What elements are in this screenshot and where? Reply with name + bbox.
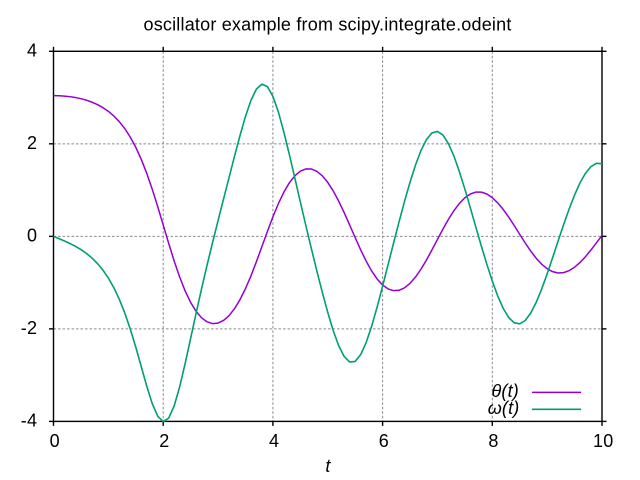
svg-text:-4: -4 [21,410,37,430]
svg-text:t: t [325,456,331,476]
svg-text:2: 2 [159,431,169,451]
svg-text:2: 2 [27,133,37,153]
svg-text:0: 0 [27,225,37,245]
svg-text:ω(t): ω(t) [488,398,520,418]
svg-text:8: 8 [488,431,498,451]
svg-text:oscillator example from scipy.: oscillator example from scipy.integrate.… [143,14,511,34]
svg-text:6: 6 [379,431,389,451]
svg-text:θ(t): θ(t) [491,381,519,401]
svg-text:4: 4 [27,40,37,60]
svg-text:10: 10 [593,431,613,451]
svg-text:0: 0 [50,431,60,451]
svg-text:4: 4 [269,431,279,451]
svg-text:-2: -2 [21,318,37,338]
